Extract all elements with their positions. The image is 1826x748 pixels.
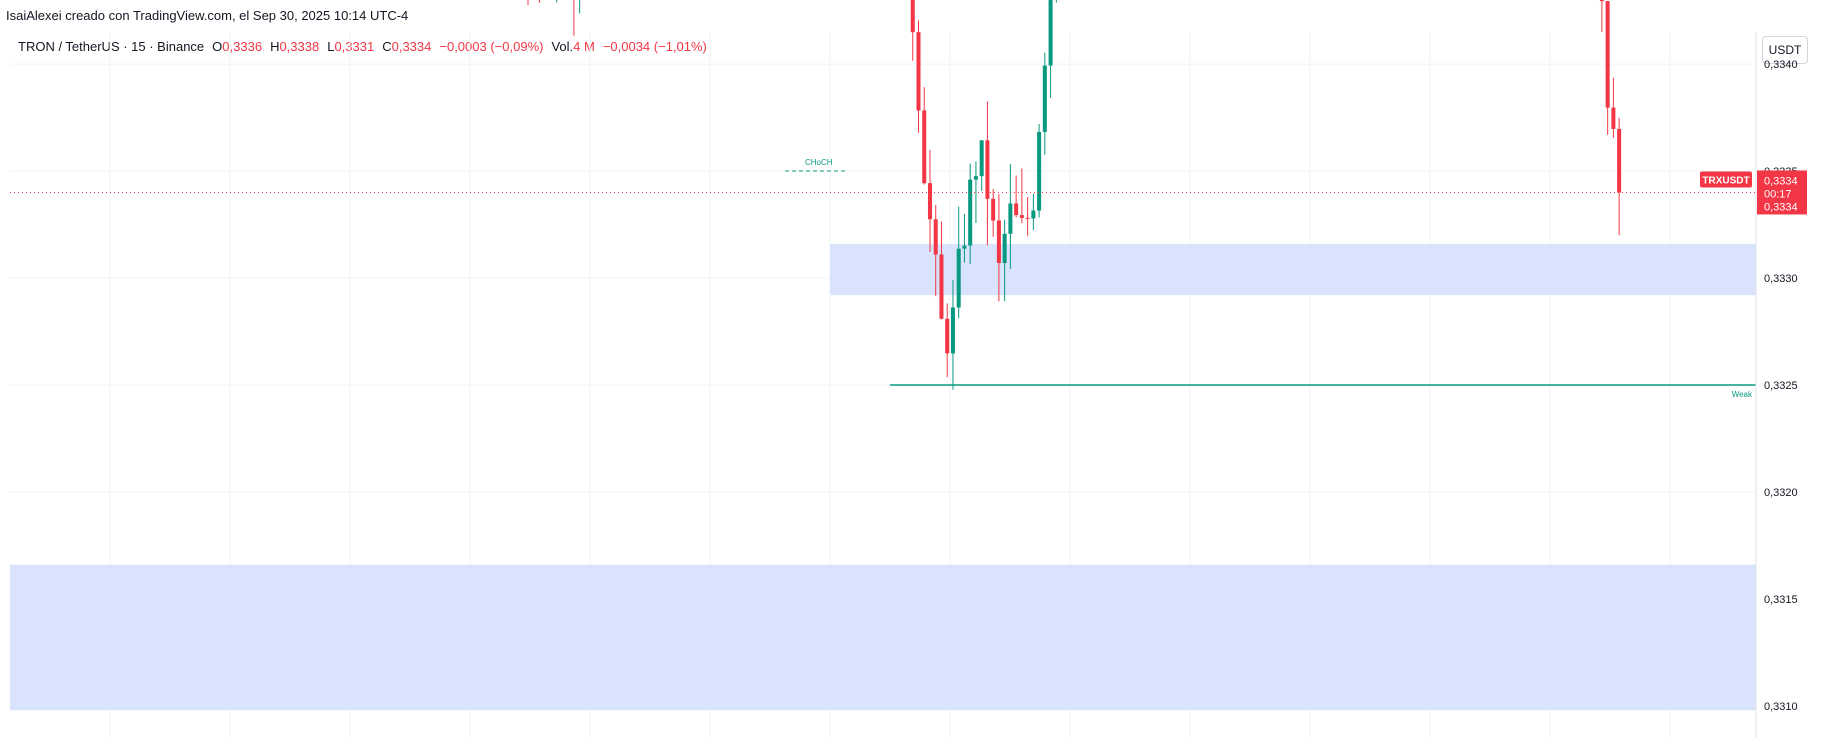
candle-body [1014,203,1019,216]
high-label: H [270,39,280,54]
open-label: O [212,39,223,54]
volume-change: −0,0034 (−1,01%) [602,39,707,54]
symbol-tag-label: TRXUSDT [1702,175,1749,186]
candle-body [979,140,984,177]
price-tag-countdown: 00:17 [1764,188,1792,200]
candle-body [1025,217,1030,219]
y-tick-label: 0,3335 [1764,166,1798,178]
candle-body [1599,0,1604,2]
change-value: −0,0003 (−0,09%) [439,39,544,54]
y-tick-label: 0,3330 [1764,273,1798,285]
candle-body [1617,128,1622,193]
candle-body [927,183,932,220]
low-value: 0,3331 [334,39,375,54]
y-tick-label: 0,3310 [1764,701,1798,713]
candle-body [922,110,927,184]
candle-body [933,219,938,255]
candle-body [945,318,950,354]
candle-body [1611,107,1616,129]
candle-body [973,176,978,180]
candle-body [1037,131,1042,211]
candle-body [910,0,915,33]
candle-body [996,220,1001,263]
candle-body [985,140,990,199]
symbol-name[interactable]: TRON / TetherUS · 15 · Binance [18,39,205,54]
zone-demand [10,564,1756,711]
y-tick-label: 0,3315 [1764,594,1798,606]
y-tick-label: 0,3325 [1764,380,1798,392]
candle-body [991,198,996,221]
currency-button[interactable]: USDT [1762,36,1808,64]
volume-value: 4 M [573,39,595,54]
chart-attribution: IsaiAlexei creado con TradingView.com, e… [6,8,409,23]
candle-body [1008,203,1013,234]
candle-body [950,307,955,354]
candle-body [968,179,973,246]
candle-body [962,245,967,249]
price-tag-value: 0,3334 [1764,201,1798,213]
candle-body [1002,233,1007,263]
candle-body [939,254,944,319]
candle-body [1048,0,1053,66]
zone-demand [830,243,1756,296]
level-label: Weak [1732,390,1753,399]
y-tick-label: 0,3320 [1764,487,1798,499]
close-value: 0,3334 [391,39,432,54]
volume-label: Vol. [551,39,574,54]
candle-body [1031,210,1036,219]
close-label: C [382,39,392,54]
candle-body [916,32,921,111]
candle-body [1019,215,1024,218]
high-value: 0,3338 [279,39,320,54]
candle-body [1605,1,1610,108]
symbol-tag [1700,171,1752,188]
open-value: 0,3336 [222,39,263,54]
price-tag [1757,170,1807,215]
ohlc-legend: TRON / TetherUS · 15 · Binance O0,3336 H… [18,39,707,54]
low-label: L [327,39,335,54]
candle-body [1042,65,1047,132]
candle-body [956,248,961,308]
price-tag-value: 0,3334 [1764,175,1798,187]
structure-label: CHoCH [805,158,833,167]
